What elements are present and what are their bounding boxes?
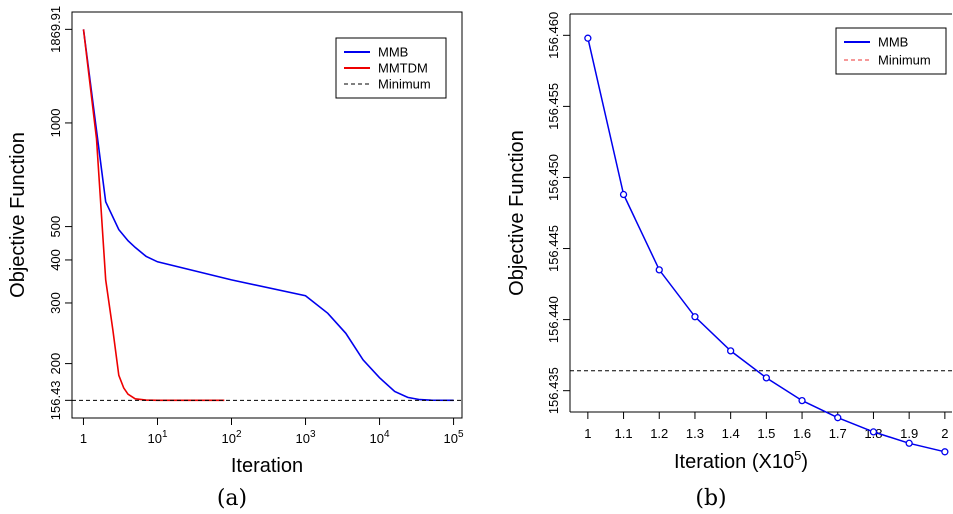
y-tick-label-6: 1869.91 [48, 6, 63, 53]
point-mmb-7 [834, 414, 842, 422]
legend-label-2: Minimum [378, 77, 431, 92]
caption-b: (b) [695, 486, 726, 511]
x-tick-label-0: 1 [80, 431, 87, 446]
x-tick-label-3: 1.3 [686, 426, 704, 441]
x-tick-label-2: 102 [221, 429, 241, 446]
point-mmb-1 [619, 190, 628, 199]
point-mmb-9 [905, 439, 913, 447]
y-axis-label: Objective Function [7, 132, 29, 298]
point-mmb-2 [655, 266, 663, 274]
point-mmb-8 [869, 428, 878, 436]
legend-box [835, 27, 947, 75]
x-tick-label-1: 101 [147, 429, 167, 446]
y-tick-label-3: 400 [48, 249, 63, 271]
y-tick-label-2: 156.445 [546, 225, 561, 272]
x-tick-label-0: 1 [584, 426, 591, 441]
point-mmb-4 [727, 347, 735, 355]
chart-a: 1 101 102 103 104 105 156.43 200 300 400 500 1000 18… [7, 6, 464, 477]
legend-label-0: MMB [378, 45, 408, 60]
x-tick-label-1: 1.1 [615, 426, 633, 441]
series-line-mmb [587, 38, 946, 453]
x-tick-label-6: 1.6 [793, 426, 811, 441]
x-tick-label-3: 103 [296, 429, 316, 446]
x-tick-label-2: 1.2 [650, 426, 668, 441]
point-mmb-0 [584, 34, 592, 42]
x-tick-label-7: 1.7 [829, 426, 847, 441]
y-tick-label-5: 156.460 [546, 12, 561, 59]
legend-label-1: MMTDM [378, 61, 428, 76]
y-tick-label-4: 500 [48, 216, 63, 238]
chart-b: 11.11.21.31.41.51.61.71.81.92156.435156.… [506, 12, 952, 473]
y-tick-label-0: 156.435 [546, 367, 561, 414]
y-tick-label-0: 156.43 [48, 380, 63, 420]
x-tick-label-9: 1.9 [900, 426, 918, 441]
series-line-mmtdm [82, 29, 225, 402]
x-tick-label-4: 104 [370, 429, 390, 446]
legend-label-0: MMB [878, 35, 908, 50]
y-axis-label: Objective Function [506, 130, 528, 296]
plot-frame [71, 11, 463, 419]
x-axis-label: Iteration [231, 455, 303, 477]
x-tick-label-10: 2 [941, 426, 948, 441]
x-tick-label-5: 105 [444, 429, 464, 446]
y-tick-label-3: 156.450 [546, 154, 561, 201]
legend-label-1: Minimum [878, 53, 931, 68]
point-mmb-3 [691, 313, 699, 321]
series-line-mmb [82, 29, 454, 402]
x-axis-label: Iteration (X105) [674, 448, 808, 473]
y-tick-label-1: 200 [48, 353, 63, 375]
y-tick-label-2: 300 [48, 292, 63, 314]
x-tick-label-5: 1.5 [757, 426, 775, 441]
point-mmb-6 [798, 396, 806, 405]
y-tick-label-4: 156.455 [546, 83, 561, 130]
caption-a: (a) [217, 486, 247, 511]
y-tick-label-5: 1000 [48, 108, 63, 137]
point-mmb-10 [941, 448, 949, 456]
y-tick-label-1: 156.440 [546, 296, 561, 343]
point-mmb-5 [762, 374, 771, 382]
x-tick-label-4: 1.4 [722, 426, 740, 441]
